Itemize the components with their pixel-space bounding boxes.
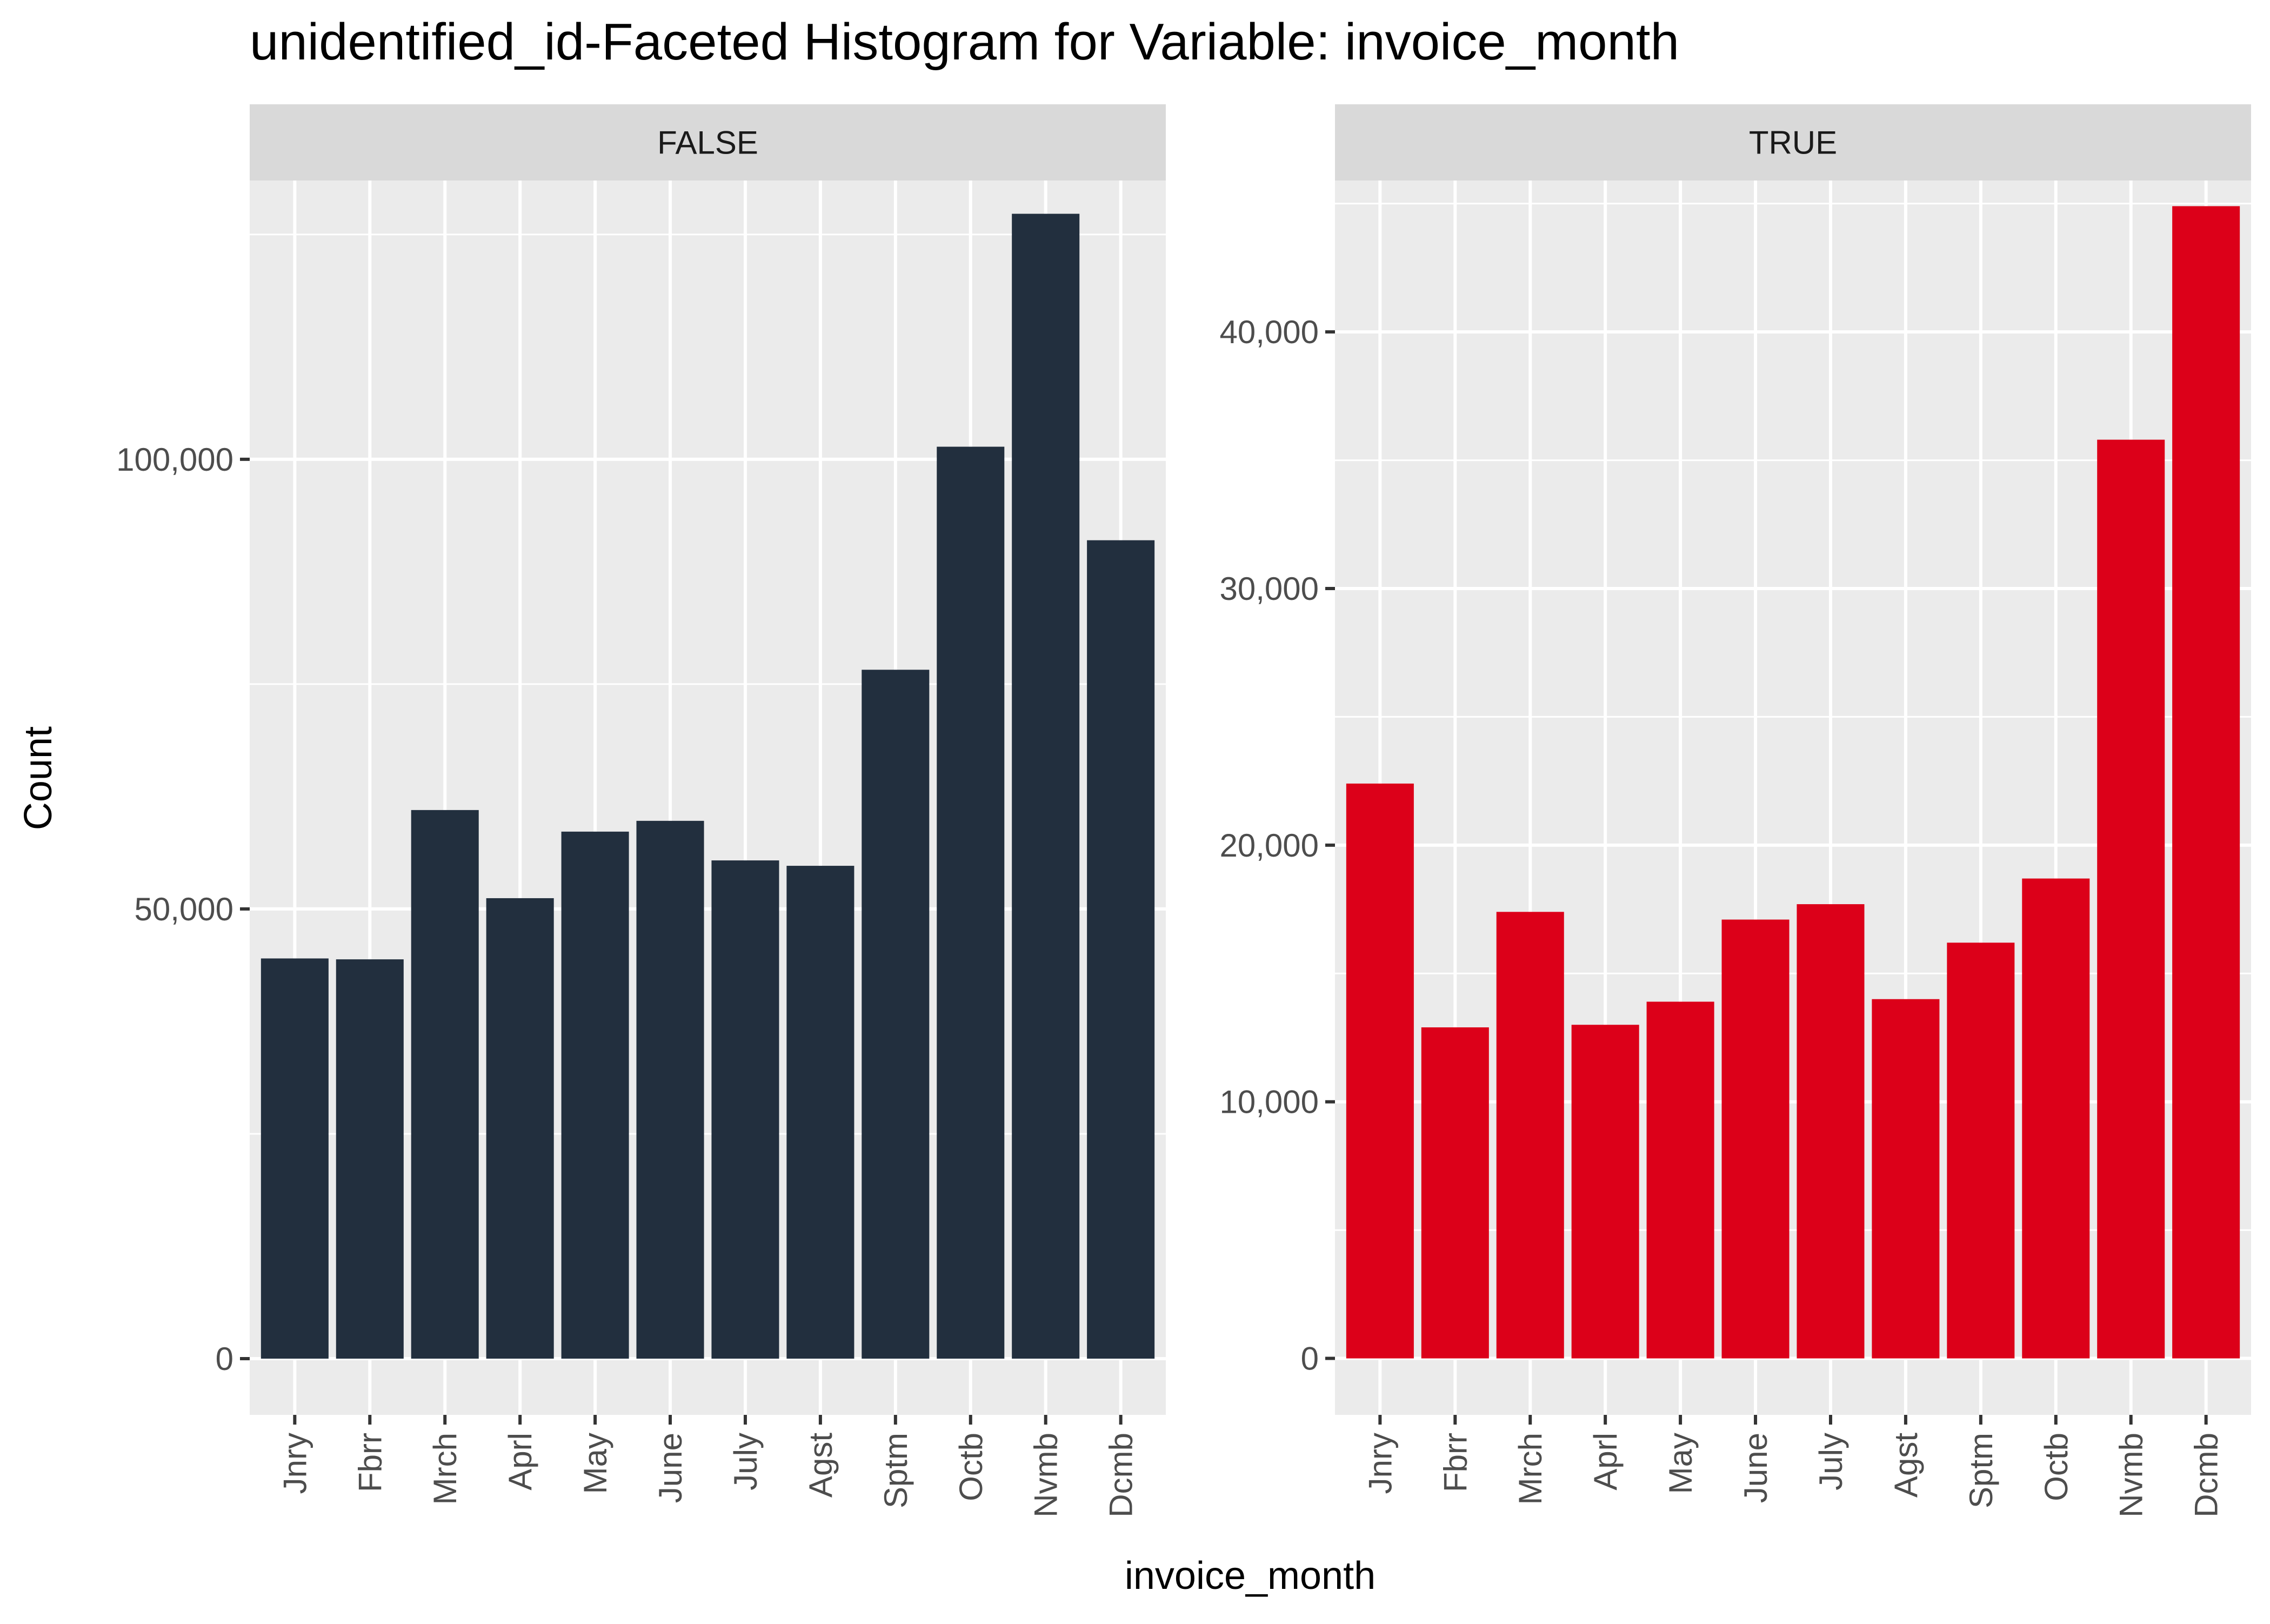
facets: FALSE 0 50,000 100,000 Jnry Fbrr Mrch Aprl May Ju… xyxy=(116,104,2251,1518)
bar-agst xyxy=(786,866,854,1359)
y-tick-label: 30,000 xyxy=(1219,571,1319,607)
x-tick-label: June xyxy=(652,1433,689,1503)
x-tick-label: May xyxy=(577,1433,613,1494)
x-tick-label: Dcmb xyxy=(1103,1433,1139,1518)
bar-agst xyxy=(1872,999,1940,1359)
x-tick-label: Sptm xyxy=(1963,1433,1999,1508)
facet-strip-label: TRUE xyxy=(1749,125,1837,161)
y-tick-label: 100,000 xyxy=(116,442,233,478)
bar-sptm xyxy=(1947,943,2015,1359)
bar-octb xyxy=(937,446,1005,1359)
bar-june xyxy=(1721,919,1790,1359)
x-tick-label: Mrch xyxy=(1512,1433,1548,1505)
x-tick-label: Sptm xyxy=(878,1433,914,1508)
bar-aprl xyxy=(486,898,554,1359)
bar-july xyxy=(711,860,779,1359)
x-tick-label: Aprl xyxy=(502,1433,538,1491)
y-tick-label: 40,000 xyxy=(1219,314,1319,350)
facet-strip xyxy=(1335,104,2251,181)
bar-dcmb xyxy=(2172,206,2240,1359)
bar-aprl xyxy=(1571,1025,1639,1359)
x-tick-label: Fbrr xyxy=(352,1433,388,1492)
x-tick-label: May xyxy=(1663,1433,1699,1494)
x-tick-label: Mrch xyxy=(427,1433,463,1505)
x-tick-label: Octb xyxy=(2038,1433,2074,1501)
facet-panel-true: TRUE 0 10,000 20,000 30,000 40,000 Jnry Fbrr Mrc… xyxy=(1219,104,2251,1518)
bar-may xyxy=(1646,1001,1714,1359)
chart-title: unidentified_id-Faceted Histogram for Va… xyxy=(250,13,1679,71)
x-tick-label: Dcmb xyxy=(2188,1433,2225,1518)
bar-sptm xyxy=(862,670,930,1359)
y-tick-label: 50,000 xyxy=(134,891,233,927)
x-tick-label: Octb xyxy=(953,1433,989,1501)
x-tick-label: June xyxy=(1738,1433,1774,1503)
facet-strip xyxy=(250,104,1166,181)
bar-jnry xyxy=(261,958,329,1359)
facet-panel-false: FALSE 0 50,000 100,000 Jnry Fbrr Mrch Aprl May Ju… xyxy=(116,104,1166,1518)
y-tick-label: 0 xyxy=(216,1341,233,1377)
bar-fbrr xyxy=(336,959,404,1359)
x-tick-label: Aprl xyxy=(1587,1433,1624,1491)
bar-jnry xyxy=(1346,783,1414,1359)
x-tick-label: Nvmb xyxy=(2113,1433,2149,1518)
bar-may xyxy=(561,831,629,1359)
x-tick-label: Fbrr xyxy=(1437,1433,1473,1492)
y-tick-label: 0 xyxy=(1301,1341,1319,1377)
bar-mrch xyxy=(1496,912,1564,1359)
y-axis-title: Count xyxy=(17,726,60,830)
bar-octb xyxy=(2022,878,2090,1359)
x-axis-title: invoice_month xyxy=(1125,1554,1376,1598)
bar-nvmb xyxy=(2097,439,2165,1359)
x-tick-label: Agst xyxy=(1888,1433,1924,1498)
bar-nvmb xyxy=(1012,213,1080,1359)
facet-strip-label: FALSE xyxy=(657,125,758,161)
bar-dcmb xyxy=(1087,540,1155,1359)
bar-july xyxy=(1797,904,1865,1359)
x-tick-label: July xyxy=(727,1433,764,1491)
y-tick-label: 10,000 xyxy=(1219,1084,1319,1120)
x-tick-label: Agst xyxy=(803,1433,839,1498)
bar-june xyxy=(636,820,704,1359)
x-tick-label: Jnry xyxy=(277,1433,313,1494)
x-tick-label: July xyxy=(1813,1433,1849,1491)
x-tick-label: Nvmb xyxy=(1028,1433,1064,1518)
bar-mrch xyxy=(411,810,479,1359)
bar-fbrr xyxy=(1421,1027,1489,1359)
x-tick-label: Jnry xyxy=(1362,1433,1398,1494)
y-tick-label: 20,000 xyxy=(1219,827,1319,864)
